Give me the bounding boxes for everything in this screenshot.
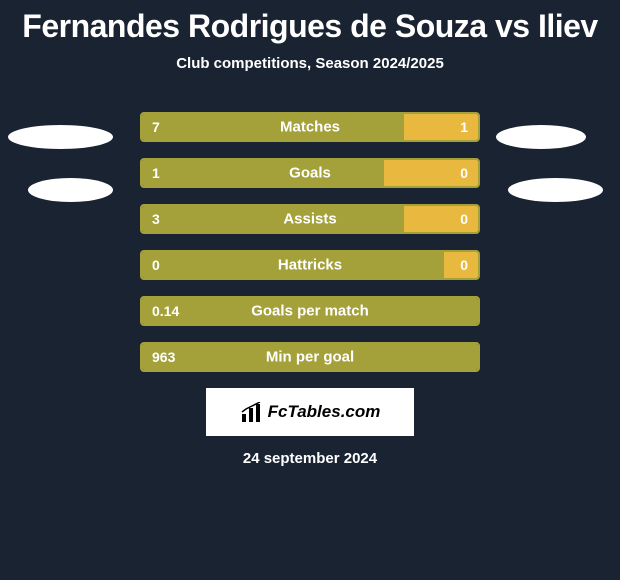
stat-label: Matches [280, 119, 340, 136]
stat-label: Assists [283, 211, 336, 228]
stat-row: 10 Goals [140, 158, 480, 188]
stat-row: 71 Matches [140, 112, 480, 142]
date-text: 24 september 2024 [0, 450, 620, 467]
comparison-chart: 71Matches10Goals30Assists00Hattricks0.14… [0, 112, 620, 372]
stat-left-bar: 1 [142, 160, 384, 186]
stat-row: 0.14Goals per match [140, 296, 480, 326]
stat-row: 963Min per goal [140, 342, 480, 372]
stat-left-bar: 3 [142, 206, 404, 232]
stat-right-bar: 0 [444, 252, 478, 278]
decorative-ellipse [28, 178, 113, 202]
stat-label: Hattricks [278, 257, 342, 274]
stat-label: Goals per match [251, 303, 369, 320]
watermark-text: FcTables.com [268, 402, 381, 422]
stat-right-bar: 1 [404, 114, 478, 140]
stat-label: Goals [289, 165, 331, 182]
decorative-ellipse [496, 125, 586, 149]
subtitle: Club competitions, Season 2024/2025 [0, 55, 620, 72]
decorative-ellipse [508, 178, 603, 202]
stat-left-bar: 7 [142, 114, 404, 140]
stat-row: 00Hattricks [140, 250, 480, 280]
watermark: FcTables.com [206, 388, 414, 436]
stat-label: Min per goal [266, 349, 354, 366]
page-title: Fernandes Rodrigues de Souza vs Iliev [0, 0, 620, 45]
stat-right-bar: 0 [404, 206, 478, 232]
stat-row: 30 Assists [140, 204, 480, 234]
decorative-ellipse [8, 125, 113, 149]
chart-icon [240, 402, 264, 422]
stat-right-bar: 0 [384, 160, 478, 186]
